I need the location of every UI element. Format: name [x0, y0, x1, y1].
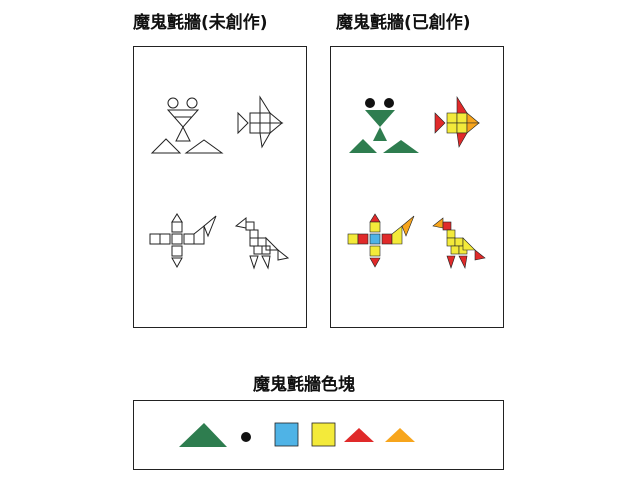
wall-created [330, 46, 504, 328]
title-uncreated: 魔鬼氈牆(未創作) [133, 13, 268, 33]
title-pieces: 魔鬼氈牆色塊 [253, 375, 355, 395]
blue-square-piece [274, 422, 299, 447]
pieces-row [179, 422, 415, 447]
fish-outline [237, 95, 284, 149]
yellow-square-piece [311, 422, 336, 447]
airplane-colored [347, 213, 415, 268]
red-triangle-piece [344, 428, 374, 442]
airplane-outline [149, 213, 217, 269]
bird-colored [432, 217, 486, 269]
frog-outline [150, 97, 224, 154]
black-circle-piece [241, 432, 251, 442]
green-triangle-piece [179, 423, 227, 447]
frog-colored [349, 98, 419, 153]
wall-uncreated [133, 46, 307, 328]
orange-triangle-piece [385, 428, 415, 442]
fish-colored [434, 95, 480, 148]
bird-outline [234, 216, 290, 270]
title-created: 魔鬼氈牆(已創作) [336, 13, 471, 33]
